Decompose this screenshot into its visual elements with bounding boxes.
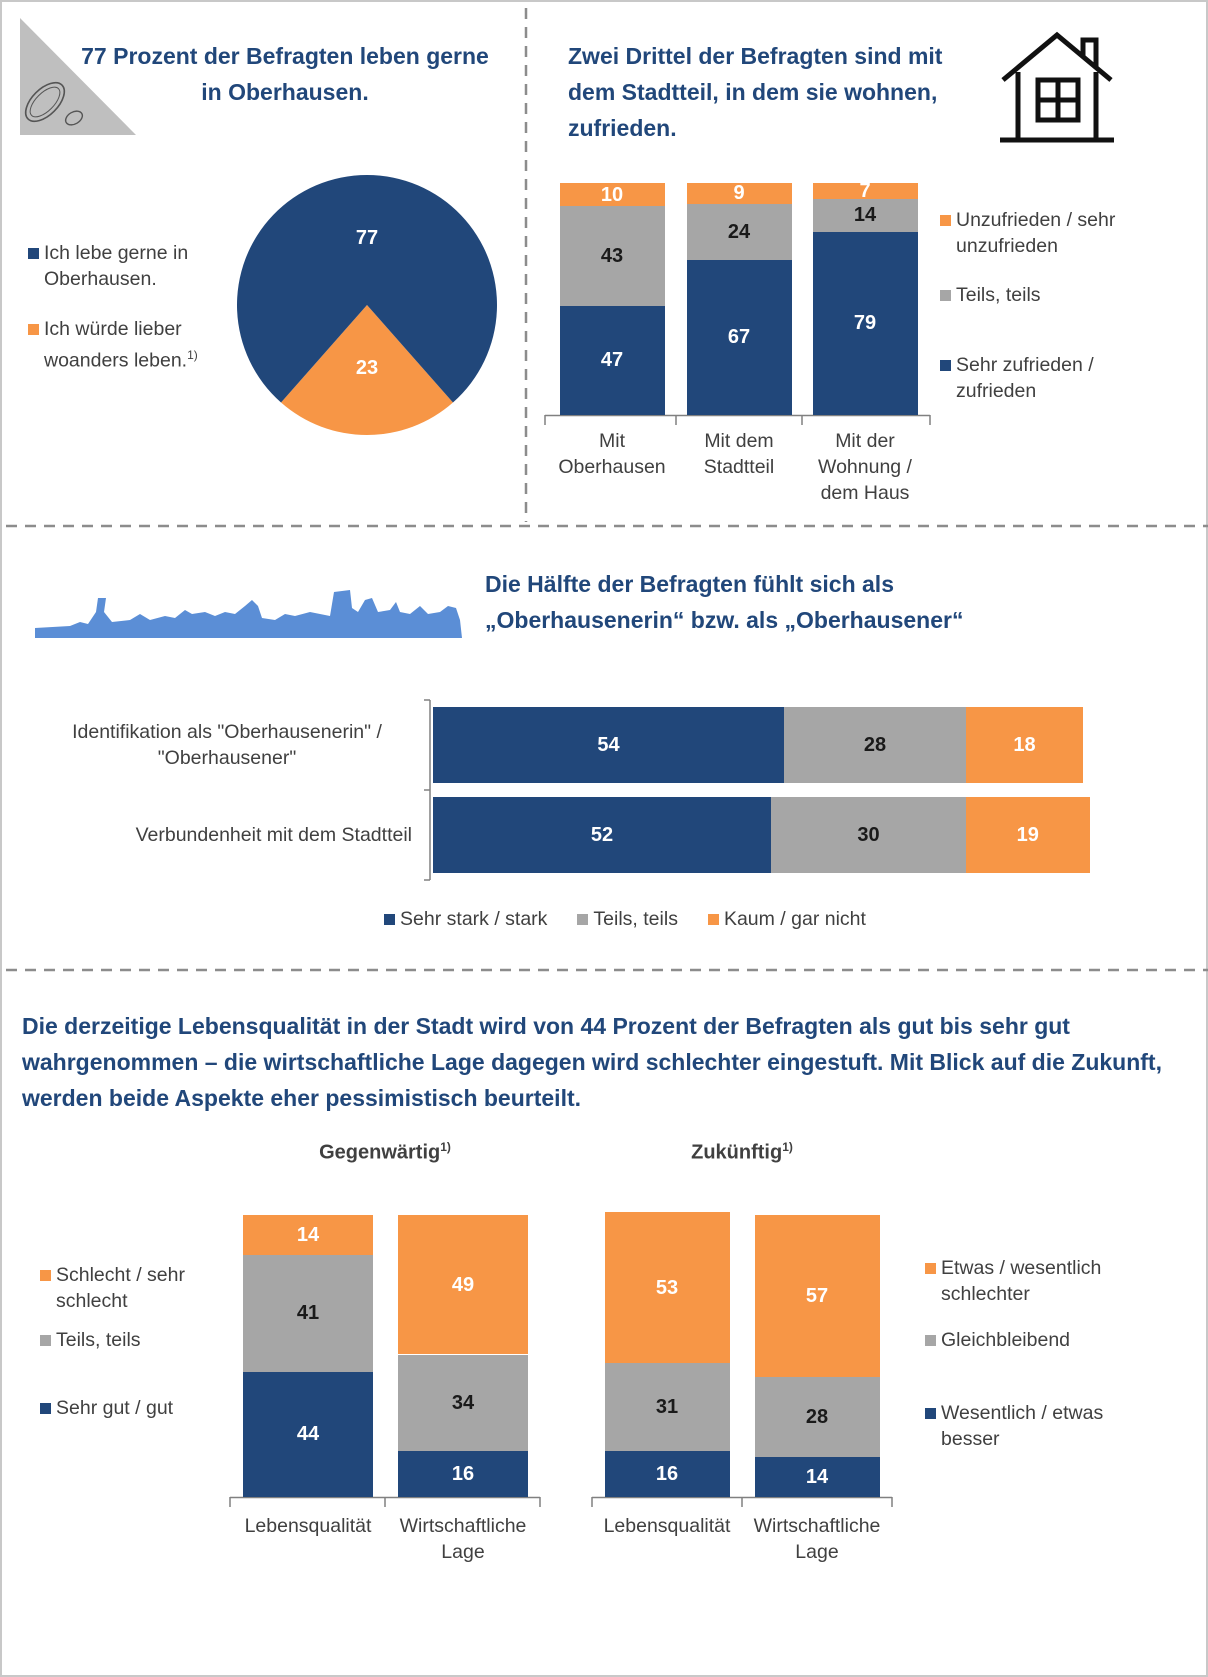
value-label: 14 (755, 1465, 880, 1489)
legend-swatch (940, 215, 951, 226)
value-label: 43 (560, 244, 665, 268)
value-label: 10 (560, 183, 665, 207)
legend-label: Schlecht / sehr schlecht (56, 1262, 226, 1314)
value-label: 24 (687, 220, 792, 244)
value-label: 79 (813, 311, 918, 335)
x-tick-label: Mit dem Stadtteil (674, 428, 804, 480)
chart-title: Zukünftig1) (592, 1140, 892, 1165)
y-tick-text: Identifikation als "Oberhausenerin" / "O… (42, 719, 412, 771)
legend: Sehr stark / stark Teils, teils Kaum / gar… (300, 906, 950, 932)
value-label: 49 (398, 1273, 528, 1297)
x-tick-label: Mit Oberhausen (547, 428, 677, 480)
x-tick-label: Lebensqualität (228, 1513, 388, 1539)
chart-title: Zwei Drittel der Befragten sind mit dem … (568, 38, 983, 146)
value-label: 16 (605, 1462, 730, 1486)
value-label: 18 (966, 733, 1083, 757)
chart-title: Gegenwärtig1) (230, 1140, 540, 1165)
legend-swatch (28, 248, 39, 259)
x-tick-label: Wirtschaftliche Lage (383, 1513, 543, 1565)
y-tick-text: Verbundenheit mit dem Stadtteil (136, 822, 412, 848)
legend-swatch (925, 1335, 936, 1346)
legend-swatch (40, 1335, 51, 1346)
legend-swatch (384, 914, 395, 925)
value-label: 77 (327, 227, 407, 250)
chart-title: 77 Prozent der Befragten leben gerne in … (70, 38, 500, 110)
y-tick-label: Verbundenheit mit dem Stadtteil (42, 797, 412, 873)
legend-swatch (925, 1263, 936, 1274)
legend-label: Wesentlich / etwas besser (941, 1400, 1126, 1452)
legend-label: Sehr gut / gut (56, 1395, 226, 1421)
chart-title: Die Hälfte der Befragten fühlt sich als … (485, 566, 1095, 638)
legend-label: Etwas / wesentlich schlechter (941, 1255, 1126, 1307)
value-label: 47 (560, 348, 665, 372)
legend-item: Kaum / gar nicht (708, 906, 866, 932)
legend-label: Teils, teils (593, 906, 678, 932)
chart-title-text: Zukünftig (691, 1142, 782, 1164)
infographic: Die derzeitige Lebensqualität in der Sta… (0, 0, 1208, 1677)
legend-label: Unzufrieden / sehr unzufrieden (956, 207, 1141, 259)
legend-swatch (40, 1403, 51, 1414)
footnote-marker: 1) (440, 1140, 451, 1154)
legend-label: Ich lebe gerne in Oberhausen. (44, 240, 219, 292)
legend-item: Teils, teils (577, 906, 678, 932)
value-label: 23 (327, 357, 407, 380)
headline: Die derzeitige Lebensqualität in der Sta… (22, 1008, 1207, 1116)
house-icon (1000, 35, 1114, 140)
value-label: 54 (433, 733, 784, 757)
legend-label: Kaum / gar nicht (724, 906, 866, 932)
value-label: 28 (755, 1405, 880, 1429)
footnote-marker: 1) (782, 1140, 793, 1154)
legend-swatch (708, 914, 719, 925)
legend-swatch (40, 1270, 51, 1281)
x-tick-label: Lebensqualität (587, 1513, 747, 1539)
legend-swatch (577, 914, 588, 925)
x-tick-label: Mit der Wohnung / dem Haus (800, 428, 930, 506)
value-label: 19 (966, 823, 1090, 847)
legend-item: Sehr stark / stark (384, 906, 547, 932)
legend-label: Teils, teils (56, 1327, 226, 1353)
value-label: 67 (687, 325, 792, 349)
value-label: 34 (398, 1391, 528, 1415)
value-label: 28 (784, 733, 966, 757)
legend-label: Ich würde lieber woanders leben.1) (44, 316, 219, 374)
chart-title-text: Gegenwärtig (319, 1142, 440, 1164)
value-label: 14 (813, 203, 918, 227)
value-label: 7 (813, 179, 918, 203)
legend-label: Sehr stark / stark (400, 906, 547, 932)
legend-label: Teils, teils (956, 282, 1141, 308)
legend-swatch (940, 290, 951, 301)
legend-swatch (940, 360, 951, 371)
footnote-marker: 1) (187, 348, 198, 362)
value-label: 57 (755, 1284, 880, 1308)
value-label: 30 (771, 823, 966, 847)
legend-swatch (925, 1408, 936, 1419)
y-tick-label: Identifikation als "Oberhausenerin" / "O… (42, 707, 412, 783)
value-label: 31 (605, 1395, 730, 1419)
skyline (35, 590, 462, 638)
value-label: 14 (243, 1223, 373, 1247)
legend-label: Gleichbleibend (941, 1327, 1126, 1353)
value-label: 53 (605, 1276, 730, 1300)
value-label: 16 (398, 1462, 528, 1486)
value-label: 41 (243, 1301, 373, 1325)
legend-swatch (28, 324, 39, 335)
legend-label: Sehr zufrieden / zufrieden (956, 352, 1141, 404)
value-label: 9 (687, 181, 792, 205)
value-label: 52 (433, 823, 771, 847)
x-tick-label: Wirtschaftliche Lage (737, 1513, 897, 1565)
value-label: 44 (243, 1422, 373, 1446)
